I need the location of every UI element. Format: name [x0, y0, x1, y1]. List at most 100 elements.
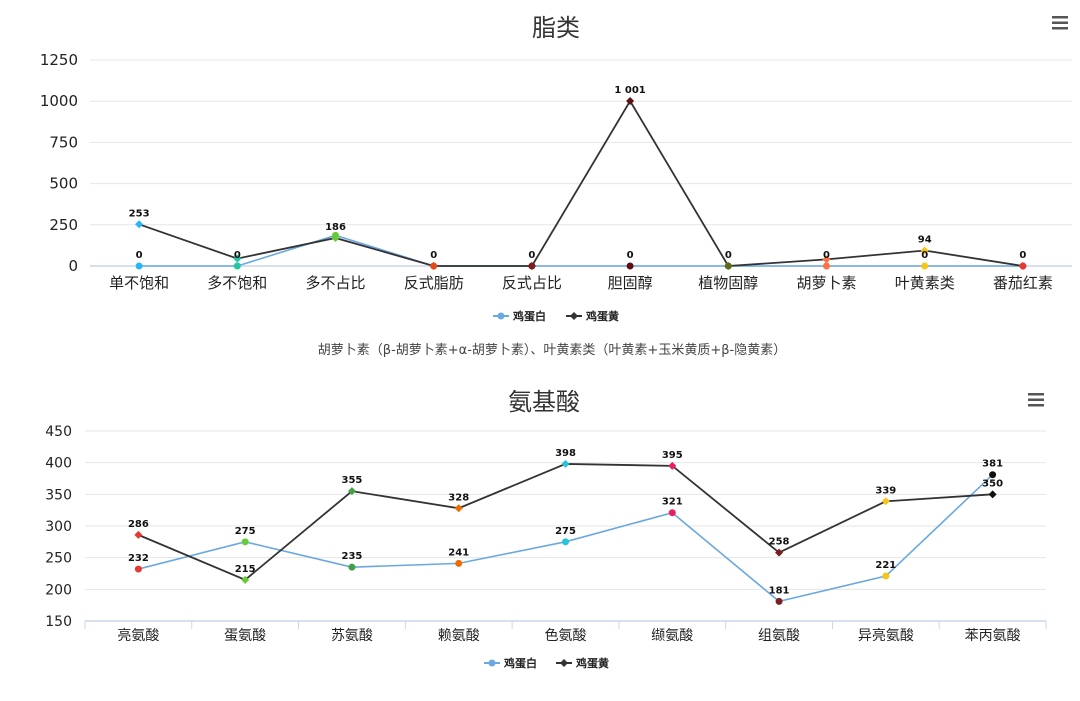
- y-tick-label: 150: [45, 614, 72, 630]
- data-label: 186: [325, 222, 346, 233]
- y-tick-label: 300: [45, 519, 72, 535]
- data-label: 339: [875, 485, 896, 496]
- data-point-egg-yolk: [527, 262, 536, 270]
- legend-label: 鸡蛋黄: [585, 309, 619, 323]
- data-label: 232: [128, 553, 149, 564]
- x-tick-label: 赖氨酸: [438, 628, 480, 644]
- data-point-egg-yolk: [920, 246, 929, 255]
- lipids-legend: 鸡蛋白 鸡蛋黄: [493, 309, 619, 323]
- x-tick-label: 胡萝卜素: [796, 274, 856, 292]
- menu-icon-1[interactable]: [1052, 16, 1068, 30]
- x-tick-label: 反式脂肪: [404, 274, 464, 292]
- chart-note: 胡萝卜素（β-胡萝卜素+α-胡萝卜素）、叶黄素类（叶黄素+玉米黄质+β-隐黄素）: [318, 343, 786, 358]
- data-label: 221: [875, 560, 896, 571]
- data-point-egg-yolk: [135, 220, 144, 229]
- y-tick-label: 750: [49, 133, 78, 151]
- data-point-egg-yolk: [988, 490, 997, 499]
- legend-label: 鸡蛋白: [503, 656, 537, 670]
- x-tick-label: 胆固醇: [608, 274, 653, 292]
- data-label: 235: [342, 551, 363, 562]
- data-point-egg-yolk: [331, 233, 340, 242]
- data-point-egg-white: [562, 538, 569, 546]
- y-tick-label: 1250: [40, 51, 78, 69]
- data-point-egg-white: [823, 262, 830, 270]
- menu-icon-2[interactable]: [1028, 393, 1044, 407]
- legend-item-egg-yolk[interactable]: 鸡蛋黄: [556, 656, 609, 670]
- data-label: 0: [430, 250, 437, 261]
- series-line-egg-white: [138, 474, 994, 603]
- data-point-egg-white: [921, 262, 929, 270]
- legend-label: 鸡蛋黄: [575, 656, 609, 670]
- x-tick-label: 缬氨酸: [651, 628, 693, 644]
- data-point-egg-yolk: [561, 459, 570, 468]
- data-label: 0: [136, 250, 143, 261]
- amino-legend: 鸡蛋白 鸡蛋黄: [484, 656, 609, 670]
- y-tick-label: 200: [45, 582, 72, 598]
- y-tick-label: 500: [49, 175, 78, 193]
- y-tick-label: 1000: [40, 92, 78, 110]
- data-point-egg-white: [989, 471, 997, 479]
- data-point-egg-yolk: [241, 575, 250, 584]
- x-tick-label: 色氨酸: [545, 627, 587, 644]
- data-label: 355: [342, 475, 363, 486]
- series-line-egg-yolk: [138, 99, 1024, 267]
- data-label: 398: [555, 448, 576, 459]
- data-point-egg-white: [134, 565, 142, 573]
- data-label: 275: [235, 526, 256, 537]
- series-line-egg-white: [139, 234, 1023, 267]
- data-label: 181: [769, 585, 790, 596]
- data-point-egg-white: [775, 597, 783, 605]
- data-label: 215: [235, 564, 256, 575]
- x-tick-label: 组氨酸: [758, 628, 800, 644]
- data-label: 0: [234, 250, 241, 261]
- y-tick-label: 0: [68, 257, 78, 275]
- data-label: 94: [918, 235, 932, 246]
- amino-chart-title: 氨基酸: [508, 388, 580, 416]
- data-label: 0: [1019, 250, 1026, 261]
- data-label: 321: [662, 497, 683, 508]
- data-label: 258: [769, 537, 790, 548]
- y-tick-label: 450: [45, 424, 72, 440]
- legend-item-egg-white[interactable]: 鸡蛋白: [484, 656, 537, 670]
- data-point-egg-white: [233, 262, 241, 270]
- data-point-egg-yolk: [881, 497, 890, 506]
- x-tick-label: 亮氨酸: [117, 627, 159, 644]
- data-label: 275: [555, 526, 576, 537]
- data-label: 0: [627, 250, 634, 261]
- y-tick-label: 250: [49, 216, 78, 234]
- data-label: 395: [662, 450, 683, 461]
- data-point-egg-yolk: [822, 255, 831, 264]
- y-tick-label: 350: [45, 487, 72, 503]
- data-label: 0: [528, 250, 535, 261]
- data-point-egg-yolk: [775, 548, 784, 557]
- data-point-egg-yolk: [429, 262, 438, 270]
- series-line-egg-yolk: [138, 463, 993, 581]
- data-point-egg-yolk: [668, 461, 677, 470]
- data-point-egg-yolk: [233, 254, 242, 263]
- x-tick-label: 单不饱和: [109, 274, 169, 292]
- data-point-egg-yolk: [626, 97, 635, 106]
- data-point-egg-white: [135, 262, 143, 270]
- y-tick-label: 400: [45, 456, 72, 472]
- data-label: 0: [823, 250, 830, 261]
- legend-item-egg-white[interactable]: 鸡蛋白: [493, 309, 546, 323]
- lipids-chart-title: 脂类: [532, 14, 580, 42]
- data-label: 0: [921, 250, 928, 261]
- data-label: 381: [982, 459, 1003, 470]
- x-tick-label: 苏氨酸: [331, 628, 373, 644]
- data-label: 350: [982, 478, 1003, 489]
- x-tick-label: 异亮氨酸: [858, 627, 914, 644]
- x-tick-label: 多不饱和: [207, 274, 267, 292]
- legend-item-egg-yolk[interactable]: 鸡蛋黄: [566, 309, 619, 323]
- data-label: 328: [448, 492, 469, 503]
- data-point-egg-white: [668, 509, 676, 517]
- x-tick-label: 多不占比: [305, 274, 365, 292]
- data-label: 241: [448, 547, 469, 558]
- data-label: 286: [128, 519, 149, 530]
- data-point-egg-yolk: [454, 504, 463, 513]
- x-tick-label: 反式占比: [502, 274, 562, 292]
- x-tick-label: 番茄红素: [993, 274, 1053, 292]
- data-label: 1 001: [614, 85, 645, 96]
- y-tick-label: 250: [45, 551, 72, 567]
